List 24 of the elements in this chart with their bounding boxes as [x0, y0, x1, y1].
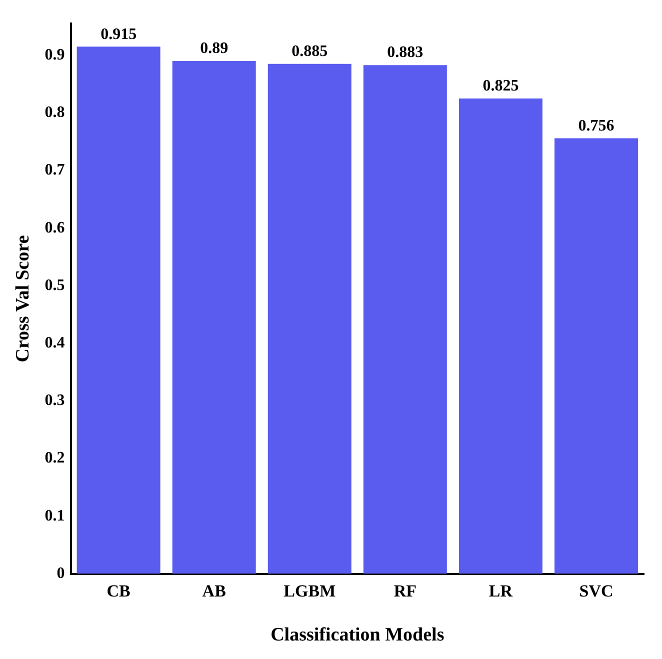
y-tick-label: 0.9	[44, 46, 65, 64]
data-label: 0.89	[200, 40, 228, 58]
y-tick-label: 0.3	[44, 392, 65, 410]
y-tick-label: 0.2	[44, 450, 65, 467]
y-axis-title: Cross Val Score	[12, 235, 34, 362]
data-label: 0.756	[578, 117, 614, 134]
y-tick-label: 0.8	[44, 104, 65, 122]
y-tick-label: 0.1	[44, 507, 65, 524]
y-tick-label: 0.6	[44, 219, 65, 236]
x-tick-label: RF	[394, 581, 417, 600]
data-label: 0.825	[482, 78, 519, 95]
x-tick-label: CB	[106, 581, 130, 600]
x-tick-label: LR	[488, 581, 514, 600]
y-tick-label: 0	[56, 564, 65, 582]
x-tick-label: LGBM	[284, 581, 336, 600]
y-tick-label: 0.7	[44, 162, 65, 179]
y-tick-label: 0.5	[44, 276, 65, 294]
x-tick-label: AB	[202, 581, 226, 600]
data-label: 0.885	[292, 43, 328, 60]
data-label: 0.883	[387, 44, 424, 62]
data-label: 0.915	[100, 26, 137, 43]
y-tick-label: 0.4	[44, 334, 65, 352]
x-tick-label: SVC	[579, 581, 614, 600]
x-axis-title: Classification Models	[270, 624, 444, 646]
